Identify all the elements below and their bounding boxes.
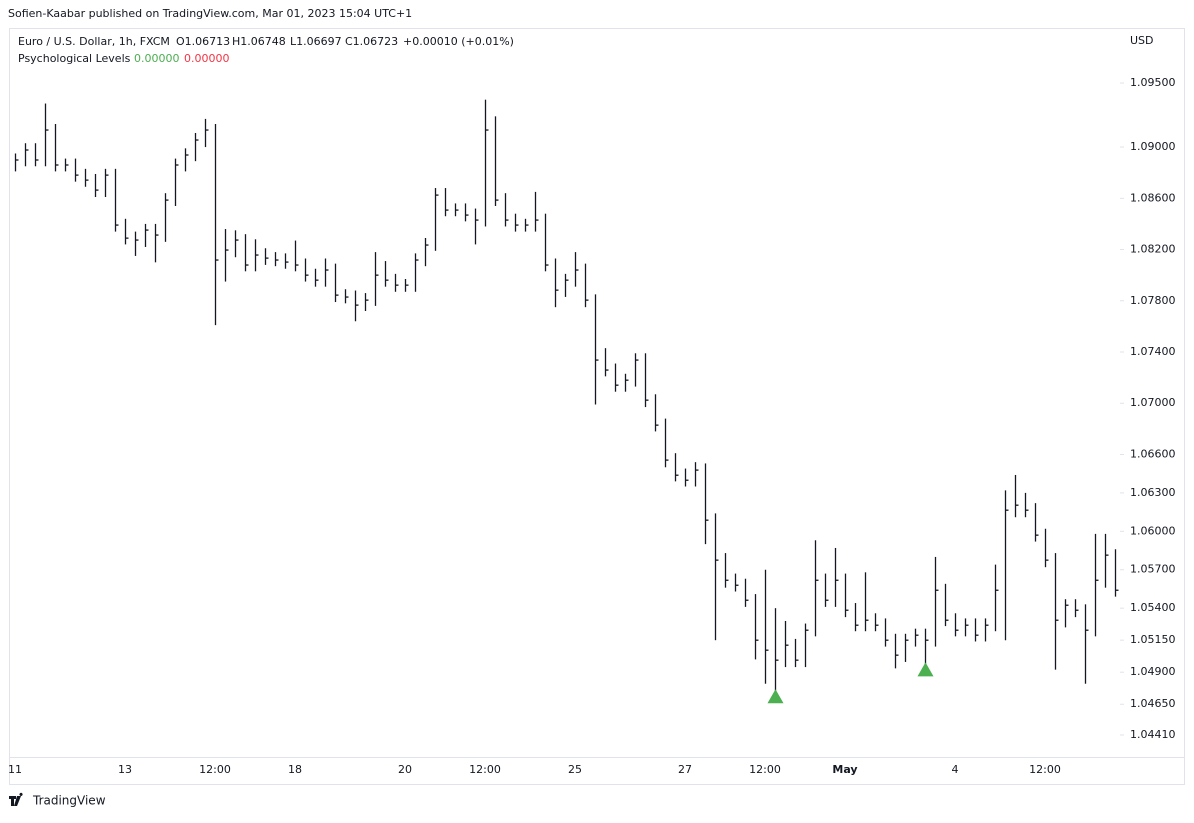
y-tick-label: 1.05150 (1130, 633, 1176, 646)
x-tick-label: 18 (288, 763, 302, 776)
change: +0.00010 (+0.01%) (403, 35, 514, 48)
ohlc-high: H1.06748 (232, 35, 286, 48)
indicator: Psychological Levels (18, 52, 131, 65)
y-tick-label: 1.05700 (1130, 563, 1176, 576)
currency: USD (1130, 34, 1154, 47)
publisher: Sofien-Kaabar published on TradingView.c… (8, 7, 412, 20)
x-tick-label: 4 (952, 763, 959, 776)
x-tick-label: 12:00 (749, 763, 781, 776)
y-tick-label: 1.04650 (1130, 697, 1176, 710)
buy-signal (767, 689, 784, 704)
footer-brand: TradingView (32, 794, 106, 808)
y-tick-label: 1.06000 (1130, 524, 1176, 537)
chart-frame (9, 28, 1185, 785)
ohlc-close: C1.06723 (345, 35, 398, 48)
y-tick-label: 1.06600 (1130, 447, 1176, 460)
y-tick-label: 1.08200 (1130, 243, 1176, 256)
x-tick-label: 25 (568, 763, 582, 776)
x-tick-label: May (832, 763, 857, 776)
y-tick-label: 1.04410 (1130, 728, 1176, 741)
indicator-value: 0.00000 (134, 52, 180, 65)
x-tick-label: 27 (678, 763, 692, 776)
y-tick-label: 1.07000 (1130, 396, 1176, 409)
y-tick-label: 1.06300 (1130, 486, 1176, 499)
y-tick-label: 1.05400 (1130, 601, 1176, 614)
x-tick-label: 20 (398, 763, 412, 776)
ohlc-low: L1.06697 (290, 35, 342, 48)
symbol: Euro / U.S. Dollar, 1h, FXCM (18, 35, 170, 48)
y-tick-label: 1.08600 (1130, 191, 1176, 204)
y-tick-label: 1.04900 (1130, 665, 1176, 678)
y-tick-label: 1.07400 (1130, 345, 1176, 358)
x-tick-label: 12:00 (469, 763, 501, 776)
x-tick-label: 12:00 (1029, 763, 1061, 776)
y-tick-label: 1.09500 (1130, 76, 1176, 89)
buy-signal (917, 662, 934, 677)
y-tick-label: 1.09000 (1130, 140, 1176, 153)
logo (9, 792, 23, 806)
x-tick-label: 12:00 (199, 763, 231, 776)
y-tick-label: 1.07800 (1130, 294, 1176, 307)
indicator-value: 0.00000 (184, 52, 230, 65)
ohlc-open: O1.06713 (176, 35, 230, 48)
x-tick-label: 11 (8, 763, 22, 776)
x-tick-label: 13 (118, 763, 132, 776)
